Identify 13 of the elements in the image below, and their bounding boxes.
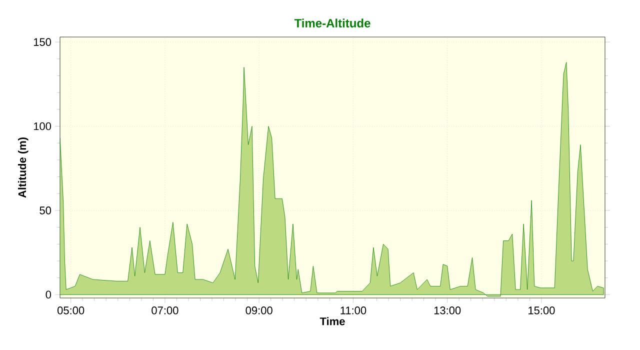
y-axis-title: Altitude (m) xyxy=(18,137,28,198)
x-axis-title: Time xyxy=(320,317,345,326)
x-tick-label: 15:00 xyxy=(528,306,555,314)
x-tick-label: 11:00 xyxy=(340,306,366,314)
x-tick-label: 09:00 xyxy=(246,306,272,314)
y-tick-label: 0 xyxy=(46,290,52,299)
y-tick-label: 150 xyxy=(34,38,52,46)
x-tick-label: 05:00 xyxy=(57,306,84,314)
y-tick-label: 100 xyxy=(34,122,52,130)
y-tick-label: 50 xyxy=(40,206,52,214)
x-tick-label: 13:00 xyxy=(434,306,461,314)
chart-title: Time-Altitude xyxy=(294,18,370,28)
x-tick-label: 07:00 xyxy=(152,306,178,314)
